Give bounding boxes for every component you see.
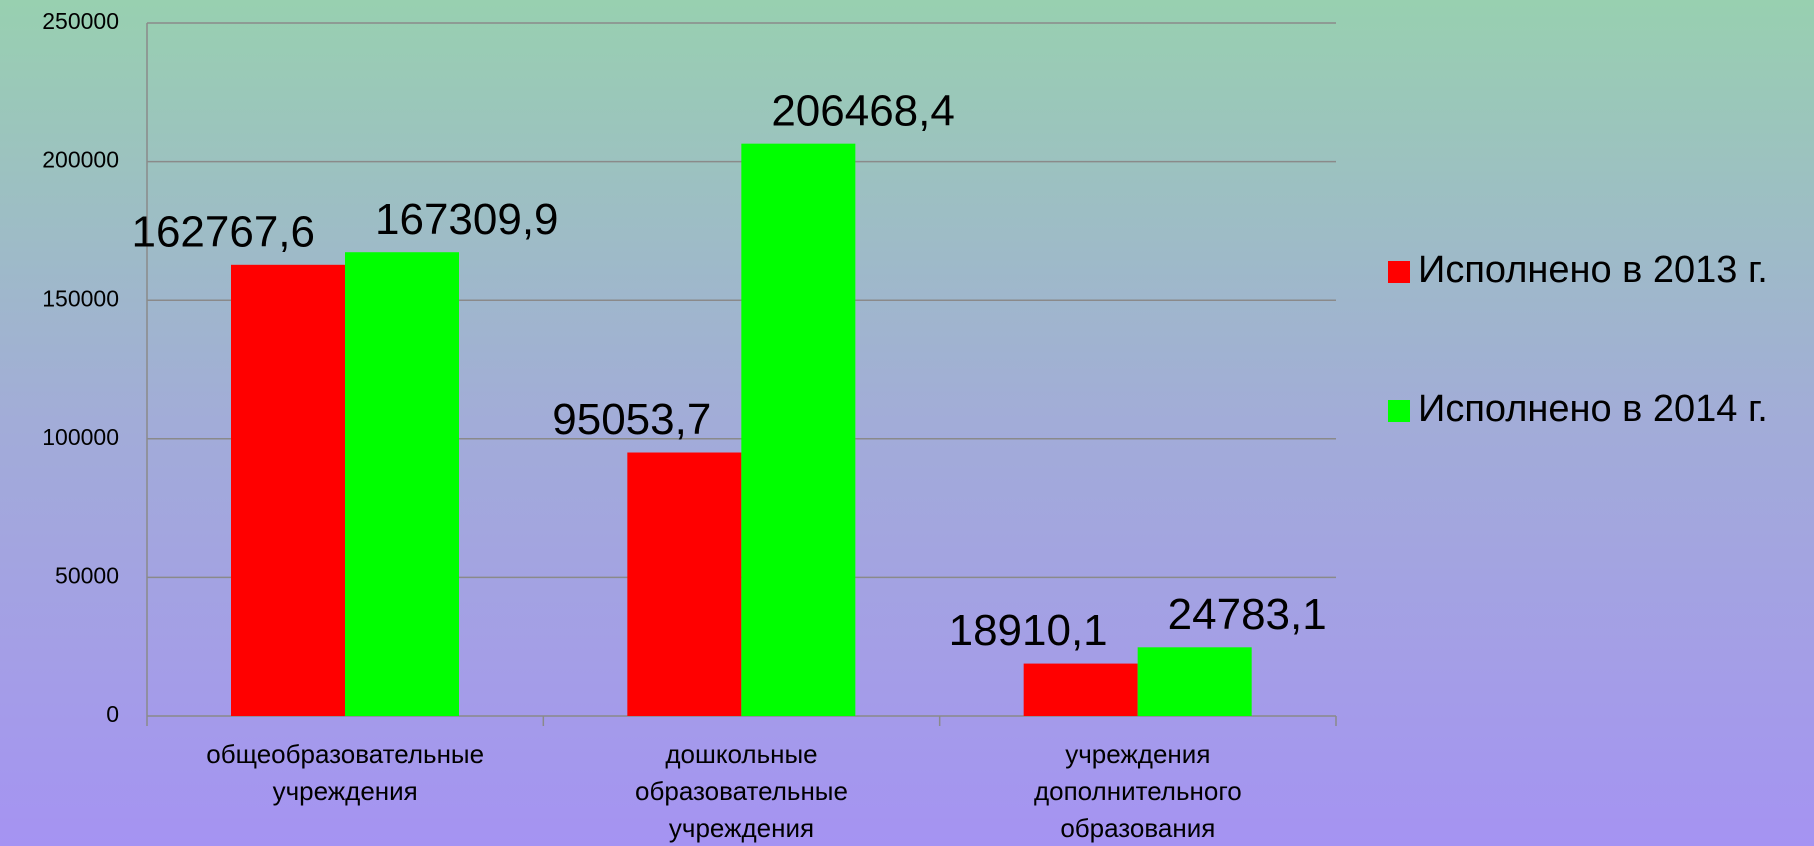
y-tick-label: 250000: [42, 8, 119, 34]
y-tick-label: 150000: [42, 285, 119, 311]
value-label: 18910,1: [949, 606, 1108, 655]
bar: [345, 252, 459, 716]
legend-label: Исполнено в 2013 г.: [1418, 249, 1768, 291]
bar: [627, 452, 742, 716]
bar: [1023, 663, 1138, 716]
value-label: 167309,9: [375, 195, 559, 244]
y-tick-label: 0: [106, 701, 119, 727]
y-tick-label: 50000: [55, 562, 119, 588]
y-tick-label: 100000: [42, 424, 119, 450]
value-label: 24783,1: [1168, 590, 1327, 639]
legend-swatch: [1388, 261, 1410, 283]
x-tick-label: учреждения дополнительного образования: [1034, 739, 1242, 843]
bar: [231, 264, 345, 716]
y-tick-label: 200000: [42, 147, 119, 173]
value-label: 95053,7: [552, 395, 711, 444]
legend-swatch: [1388, 400, 1410, 422]
legend-label: Исполнено в 2014 г.: [1418, 388, 1768, 430]
bar: [741, 143, 856, 716]
x-tick-label: дошкольные образовательные учреждения: [635, 739, 848, 843]
x-tick-label: общеобразовательные учреждения: [206, 739, 484, 806]
value-label: 206468,4: [771, 86, 955, 135]
value-label: 162767,6: [131, 207, 315, 256]
bar: [1137, 647, 1252, 716]
